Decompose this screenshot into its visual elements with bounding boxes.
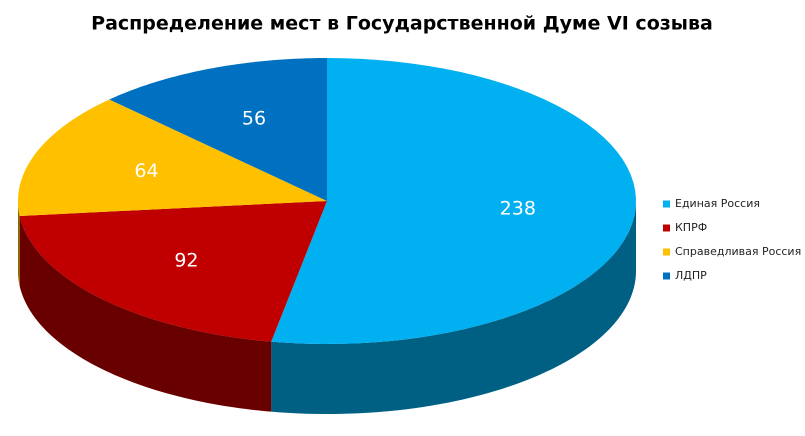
- data-label: 56: [242, 108, 266, 130]
- pie-slice: [109, 58, 328, 201]
- pie-side: [19, 215, 272, 412]
- data-label: 92: [174, 250, 198, 272]
- pie-side-shade: [19, 215, 272, 412]
- pie-side: [271, 201, 636, 414]
- data-label: 238: [500, 198, 536, 220]
- pie-slice: [271, 58, 636, 344]
- legend-label: Справедливая Россия: [675, 245, 801, 258]
- chart-title: Распределение мест в Государственной Дум…: [91, 13, 713, 35]
- legend-label: Единая Россия: [675, 197, 760, 210]
- pie-slice: [19, 201, 327, 342]
- legend: Единая Россия КПРФ Справедливая Россия ЛДПР: [663, 197, 801, 282]
- legend-swatch: [663, 224, 670, 232]
- pie-side-shade: [18, 201, 20, 286]
- pie-side-shade: [271, 201, 636, 414]
- data-label: 64: [134, 160, 158, 182]
- pie: 238 92 64 56: [18, 58, 636, 414]
- legend-swatch: [663, 200, 670, 208]
- pie-slice: [18, 99, 327, 216]
- legend-label: ЛДПР: [675, 269, 707, 282]
- pie-side: [18, 201, 20, 286]
- legend-label: КПРФ: [675, 221, 707, 234]
- legend-swatch: [663, 272, 670, 280]
- legend-swatch: [663, 248, 670, 256]
